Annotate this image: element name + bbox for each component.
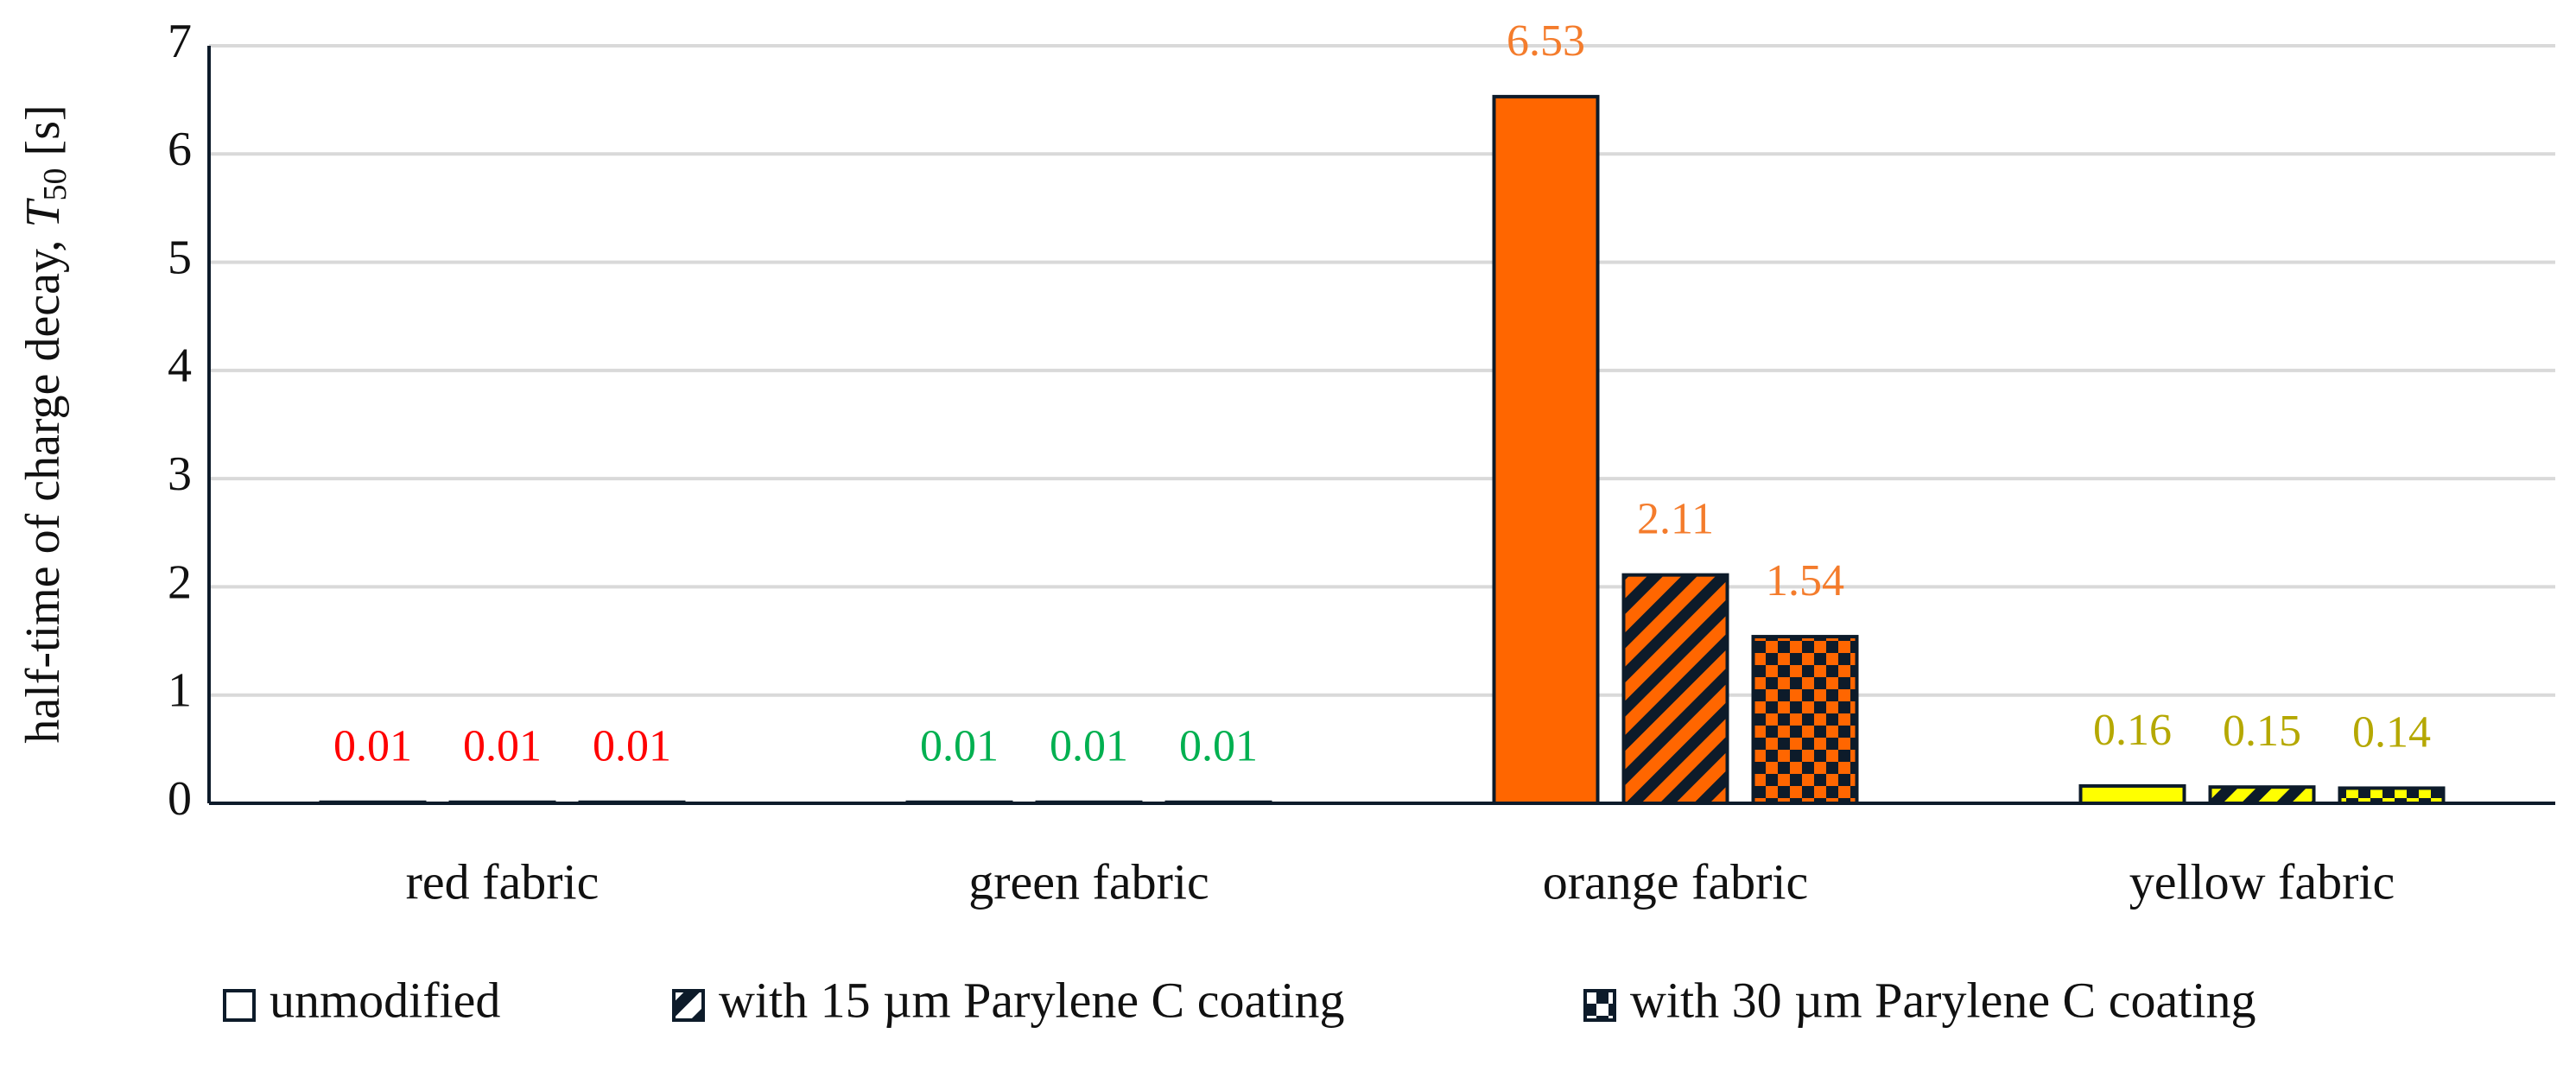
data-label: 0.01 [593,722,671,771]
x-tick-label: orange fabric [1543,853,1809,910]
legend-label: unmodified [270,972,500,1028]
data-label: 6.53 [1507,16,1585,66]
y-label-unit: [s] [16,105,70,168]
legend-label: with 15 µm Parylene C coating [719,972,1344,1028]
y-tick-label: 2 [168,555,192,609]
bar [2208,785,2316,806]
legend-swatch [1583,989,1616,1022]
x-tick-label: yellow fabric [2129,853,2395,910]
bar [1621,573,1729,805]
y-tick-label: 0 [168,772,192,826]
y-tick-label: 4 [168,339,192,393]
legend-swatch [223,989,256,1022]
x-tick-label: green fabric [968,853,1209,910]
y-tick-label: 6 [168,123,192,176]
y-label-subscript: 50 [37,168,73,200]
x-tick-label: red fabric [406,853,600,910]
y-label-text: half-time of charge decay, [16,228,70,744]
bar [1492,94,1600,806]
y-tick-label: 7 [168,15,192,68]
y-axis-label: half-time of charge decay, T50 [s] [16,105,73,743]
y-label-symbol: T [16,198,70,228]
y-tick-label: 3 [168,447,192,501]
data-label: 0.01 [333,722,412,771]
bar [1751,635,1859,805]
data-label: 2.11 [1637,495,1714,544]
y-tick-label: 5 [168,231,192,284]
bar [2338,786,2446,806]
data-label: 0.16 [2093,706,2172,755]
legend-label: with 30 µm Parylene C coating [1630,972,2256,1028]
data-label: 0.01 [463,722,542,771]
data-label: 1.54 [1766,556,1844,605]
y-tick-label: 1 [168,664,192,718]
bar [2078,783,2186,805]
data-label: 0.01 [1050,722,1128,771]
data-label: 0.01 [920,722,999,771]
legend-swatch [672,989,705,1022]
data-label: 0.01 [1179,722,1258,771]
data-label: 0.14 [2352,707,2431,757]
data-label: 0.15 [2223,707,2301,756]
